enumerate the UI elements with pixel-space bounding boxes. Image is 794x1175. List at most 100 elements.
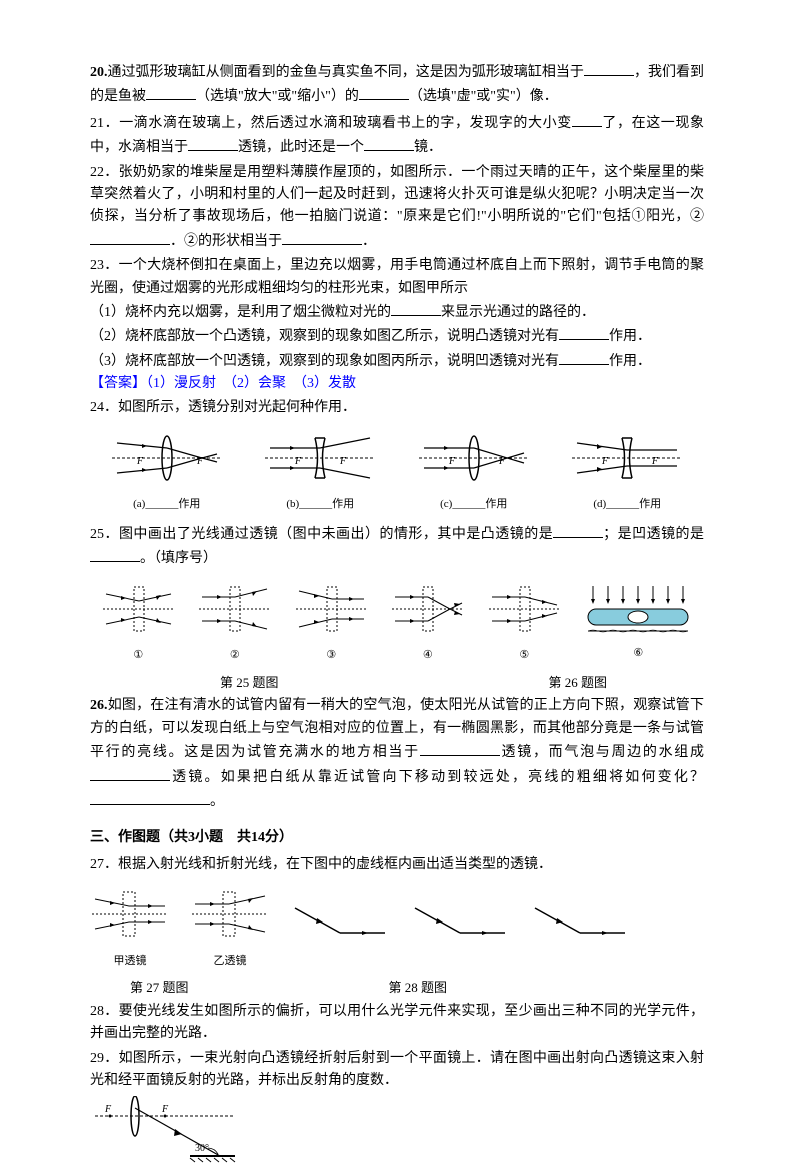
f-label-1: F	[104, 1104, 112, 1115]
q23-answer: 【答案】（1）漫反射 （2）会聚 （3）发散	[90, 376, 356, 391]
q25-captions: 第 25 题图 第 26 题图	[90, 673, 704, 694]
q22-t2: ．②的形状相当于	[170, 234, 282, 249]
f-label-2: F	[161, 1104, 169, 1115]
q28-t1: 要使光线发生如图所示的偏折，可以用什么光学元件来实现，至少画出三种不同的光学元件…	[90, 1004, 704, 1041]
svg-text:F: F	[448, 456, 456, 467]
diag-3: ③	[294, 579, 369, 665]
blank	[90, 765, 170, 781]
blank	[90, 229, 170, 245]
lens-d: F F (d)______作用	[567, 428, 687, 514]
diag-4: ④	[390, 579, 465, 665]
q28-diag-3	[530, 898, 630, 956]
q25-num: 25．	[90, 527, 119, 542]
blank	[90, 789, 210, 805]
cap27: 第 27 题图	[130, 978, 189, 999]
svg-text:F: F	[601, 456, 609, 467]
angle-label: 30°	[195, 1143, 209, 1154]
svg-text:F: F	[651, 456, 659, 467]
q27-num: 27．	[90, 857, 118, 872]
blank	[559, 324, 609, 340]
q26-t4: 。	[210, 794, 224, 809]
cap28: 第 28 题图	[389, 978, 448, 999]
q27-diagrams: 甲透镜 乙透镜	[90, 884, 704, 970]
blank	[572, 111, 602, 127]
blank	[364, 135, 414, 151]
blank	[282, 229, 362, 245]
label-b: (b)______作用	[260, 496, 380, 514]
q28-num: 28．	[90, 1004, 119, 1019]
q23-s1b: 来显示光通过的路径的．	[441, 305, 595, 320]
q24-t1: 如图所示，透镜分别对光起何种作用．	[118, 400, 356, 415]
blank	[90, 546, 140, 562]
q27-lab1: 甲透镜	[90, 953, 170, 971]
num-1: ①	[101, 647, 176, 665]
q29-diagram: F F 30°	[90, 1092, 704, 1174]
q22-num: 22．	[90, 165, 119, 180]
question-23: 23．一个大烧杯倒扣在桌面上，里边充以烟雾，用手电筒通过杯底自上而下照射，调节手…	[90, 255, 704, 395]
q29-t1: 如图所示，一束光射向凸透镜经折射后射到一个平面镜上．请在图中画出射向凸透镜这束入…	[90, 1051, 704, 1088]
q23-s3: （3）烧杯底部放一个凹透镜，观察到的现象如图丙所示，说明凹透镜对光有	[90, 354, 559, 369]
q27-lens-b: 乙透镜	[190, 884, 270, 970]
blank	[584, 60, 634, 76]
q22-t1: 张奶奶家的堆柴屋是用塑料薄膜作屋顶的，如图所示．一个雨过天晴的正午，这个柴屋里的…	[90, 165, 704, 225]
q25-t2: ；是凹透镜的是	[603, 527, 704, 542]
q23-s1: （1）烧杯内充以烟雾，是利用了烟尘微粒对光的	[90, 305, 391, 320]
lens-b: F F (b)______作用	[260, 428, 380, 514]
q26-num: 26.	[90, 698, 108, 713]
num-2: ②	[197, 647, 272, 665]
cap26: 第 26 题图	[549, 673, 608, 694]
question-24: 24．如图所示，透镜分别对光起何种作用． F F (a)______作用	[90, 397, 704, 513]
ans-label: 【答案】	[90, 376, 146, 391]
q21-t3: 透镜，此时还是一个	[238, 140, 364, 155]
diag-5: ⑤	[487, 579, 562, 665]
svg-text:F: F	[294, 456, 302, 467]
label-a: (a)______作用	[107, 496, 227, 514]
section-3-title: 三、作图题（共3小题 共14分）	[90, 827, 704, 849]
q27-t1: 根据入射光线和折射光线，在下图中的虚线框内画出适当类型的透镜．	[118, 857, 552, 872]
blank	[420, 740, 500, 756]
q21-num: 21．	[90, 116, 119, 131]
question-27: 27．根据入射光线和折射光线，在下图中的虚线框内画出适当类型的透镜． 甲透镜	[90, 854, 704, 999]
q29-num: 29．	[90, 1051, 119, 1066]
cap25: 第 25 题图	[220, 673, 279, 694]
question-28: 28．要使光线发生如图所示的偏折，可以用什么光学元件来实现，至少画出三种不同的光…	[90, 1001, 704, 1046]
q26-t3: 透镜。如果把白纸从靠近试管向下移动到较远处，亮线的粗细将如何变化？	[170, 770, 704, 785]
label-c: (c)______作用	[414, 496, 534, 514]
num-4: ④	[390, 647, 465, 665]
svg-text:F: F	[196, 456, 204, 467]
lens-c: F F (c)______作用	[414, 428, 534, 514]
q23-s2: （2）烧杯底部放一个凸透镜，观察到的现象如图乙所示，说明凸透镜对光有	[90, 329, 559, 344]
q25-diagrams: ① ② ③	[90, 579, 704, 665]
q25-t3: 。（填序号）	[140, 551, 217, 566]
diag-1: ①	[101, 579, 176, 665]
q20-t4: （选填"虚"或"实"）像．	[409, 89, 558, 104]
q27-lens-a: 甲透镜	[90, 884, 170, 970]
question-21: 21．一滴水滴在玻璃上，然后透过水滴和玻璃看书上的字，发现字的大小变了，在这一现…	[90, 111, 704, 160]
q28-diag-2	[410, 898, 510, 956]
num-6: ⑥	[583, 645, 693, 663]
blank	[146, 84, 196, 100]
svg-text:F: F	[498, 456, 506, 467]
question-26: 26.如图，在注有清水的试管内留有一稍大的空气泡，使太阳光从试管的正上方向下照，…	[90, 695, 704, 813]
blank	[553, 522, 603, 538]
q20-t3: （选填"放大"或"缩小"）的	[196, 89, 359, 104]
svg-text:F: F	[136, 456, 144, 467]
q22-t3: ．	[362, 234, 376, 249]
q21-t4: 镜．	[414, 140, 442, 155]
q21-t1: 一滴水滴在玻璃上，然后透过水滴和玻璃看书上的字，发现字的大小变	[119, 116, 572, 131]
blank	[559, 349, 609, 365]
q24-num: 24．	[90, 400, 118, 415]
q23-s3b: 作用．	[609, 354, 651, 369]
q27-captions: 第 27 题图 第 28 题图	[90, 978, 704, 999]
q20-t1: 通过弧形玻璃缸从侧面看到的金鱼与真实鱼不同，这是因为弧形玻璃缸相当于	[108, 65, 584, 80]
question-29: 29．如图所示，一束光射向凸透镜经折射后射到一个平面镜上．请在图中画出射向凸透镜…	[90, 1048, 704, 1175]
q24-diagrams: F F (a)______作用 F F (b)______作用	[90, 428, 704, 514]
diag-2: ②	[197, 579, 272, 665]
question-20: 20.通过弧形玻璃缸从侧面看到的金鱼与真实鱼不同，这是因为弧形玻璃缸相当于，我们…	[90, 60, 704, 109]
q26-t2: 透镜，而气泡与周边的水组成	[500, 745, 704, 760]
num-5: ⑤	[487, 647, 562, 665]
q23-num: 23．	[90, 258, 119, 273]
q23-t1: 一个大烧杯倒扣在桌面上，里边充以烟雾，用手电筒通过杯底自上而下照射，调节手电筒的…	[90, 258, 704, 295]
blank	[391, 300, 441, 316]
q28-diag-1	[290, 898, 390, 956]
